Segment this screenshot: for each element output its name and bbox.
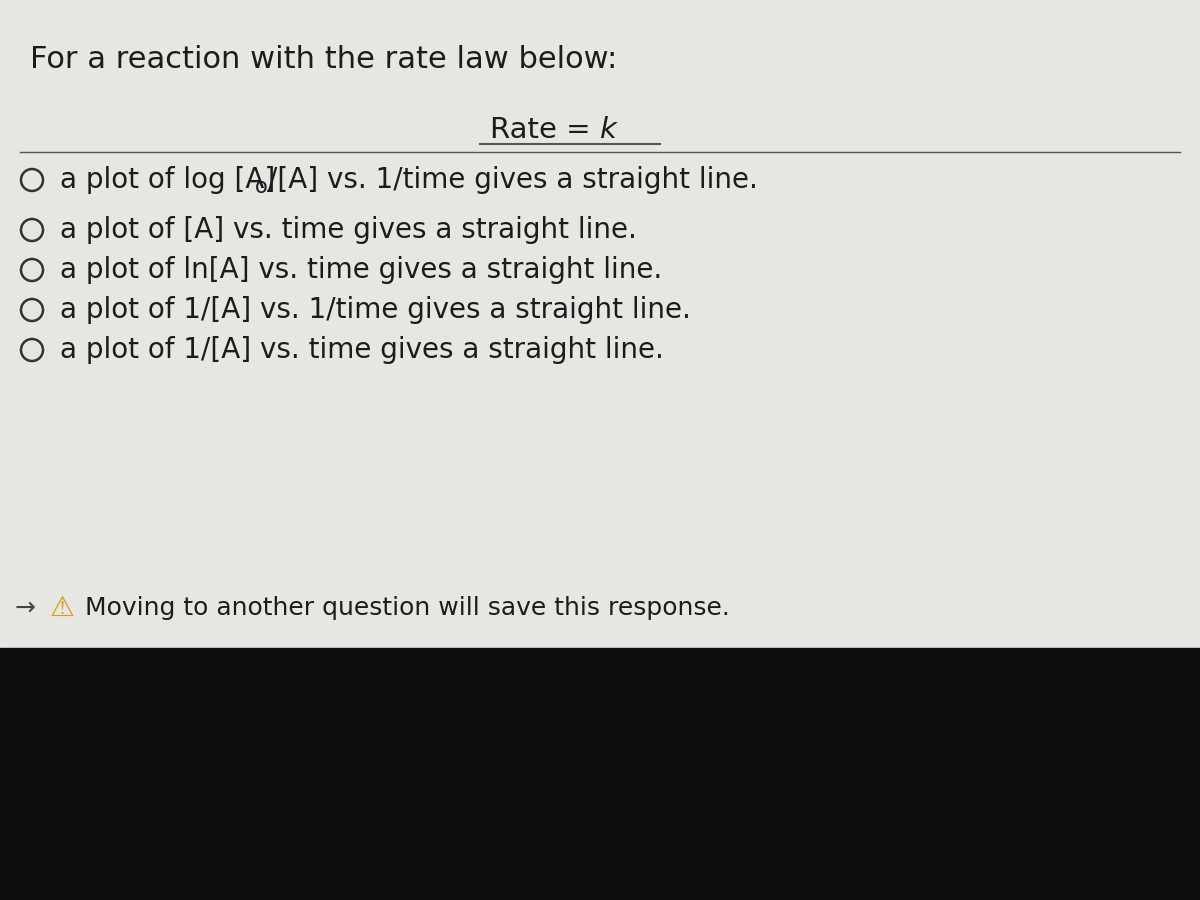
Text: →: → (14, 596, 36, 620)
Text: a plot of 1/[A] vs. 1/time gives a straight line.: a plot of 1/[A] vs. 1/time gives a strai… (60, 296, 691, 324)
Text: For a reaction with the rate law below:: For a reaction with the rate law below: (30, 45, 617, 74)
Text: k: k (600, 116, 617, 144)
Text: a plot of ln[A] vs. time gives a straight line.: a plot of ln[A] vs. time gives a straigh… (60, 256, 662, 284)
Text: o: o (256, 177, 268, 197)
Text: ⚠: ⚠ (50, 594, 74, 622)
Text: Rate =: Rate = (490, 116, 600, 144)
Text: a plot of [A] vs. time gives a straight line.: a plot of [A] vs. time gives a straight … (60, 216, 637, 244)
Text: a plot of log [A]: a plot of log [A] (60, 166, 275, 194)
Text: Moving to another question will save this response.: Moving to another question will save thi… (85, 596, 730, 620)
Bar (0, 0, 1200, 648)
Text: a plot of 1/[A] vs. time gives a straight line.: a plot of 1/[A] vs. time gives a straigh… (60, 336, 664, 364)
Bar (0, 648, 1200, 900)
Text: /[A] vs. 1/time gives a straight line.: /[A] vs. 1/time gives a straight line. (268, 166, 758, 194)
